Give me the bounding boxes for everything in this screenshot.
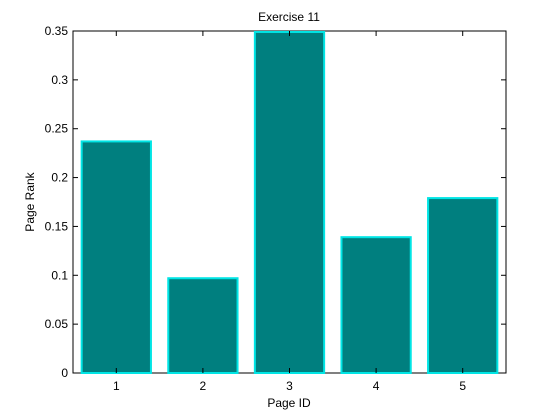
x-tick-label: 3: [286, 379, 293, 393]
y-tick-label: 0.2: [51, 171, 68, 185]
y-tick-label: 0.1: [51, 268, 68, 282]
x-tick-label: 5: [459, 379, 466, 393]
x-tick-label: 4: [373, 379, 380, 393]
x-tick-label: 1: [113, 379, 120, 393]
bar-3: [253, 30, 326, 374]
bar-1: [80, 140, 152, 374]
y-tick-label: 0.05: [45, 317, 69, 331]
bar-4: [340, 236, 412, 374]
x-axis: 1 2 3 4 5: [113, 31, 466, 393]
x-tick-label: 2: [200, 379, 207, 393]
y-tick-label: 0: [61, 366, 68, 380]
bar-5: [427, 197, 499, 374]
x-axis-label: Page ID: [267, 396, 311, 410]
y-tick-label: 0.25: [45, 122, 69, 136]
y-tick-label: 0.15: [45, 219, 69, 233]
y-axis-label: Page Rank: [23, 171, 37, 231]
bars-group: [80, 30, 499, 374]
chart-title: Exercise 11: [258, 10, 320, 24]
bar-2: [167, 277, 239, 374]
y-axis: 0 0.05 0.1 0.15 0.2 0.25 0.3 0.35: [45, 24, 506, 380]
y-tick-label: 0.35: [45, 24, 69, 38]
y-tick-label: 0.3: [51, 73, 68, 87]
